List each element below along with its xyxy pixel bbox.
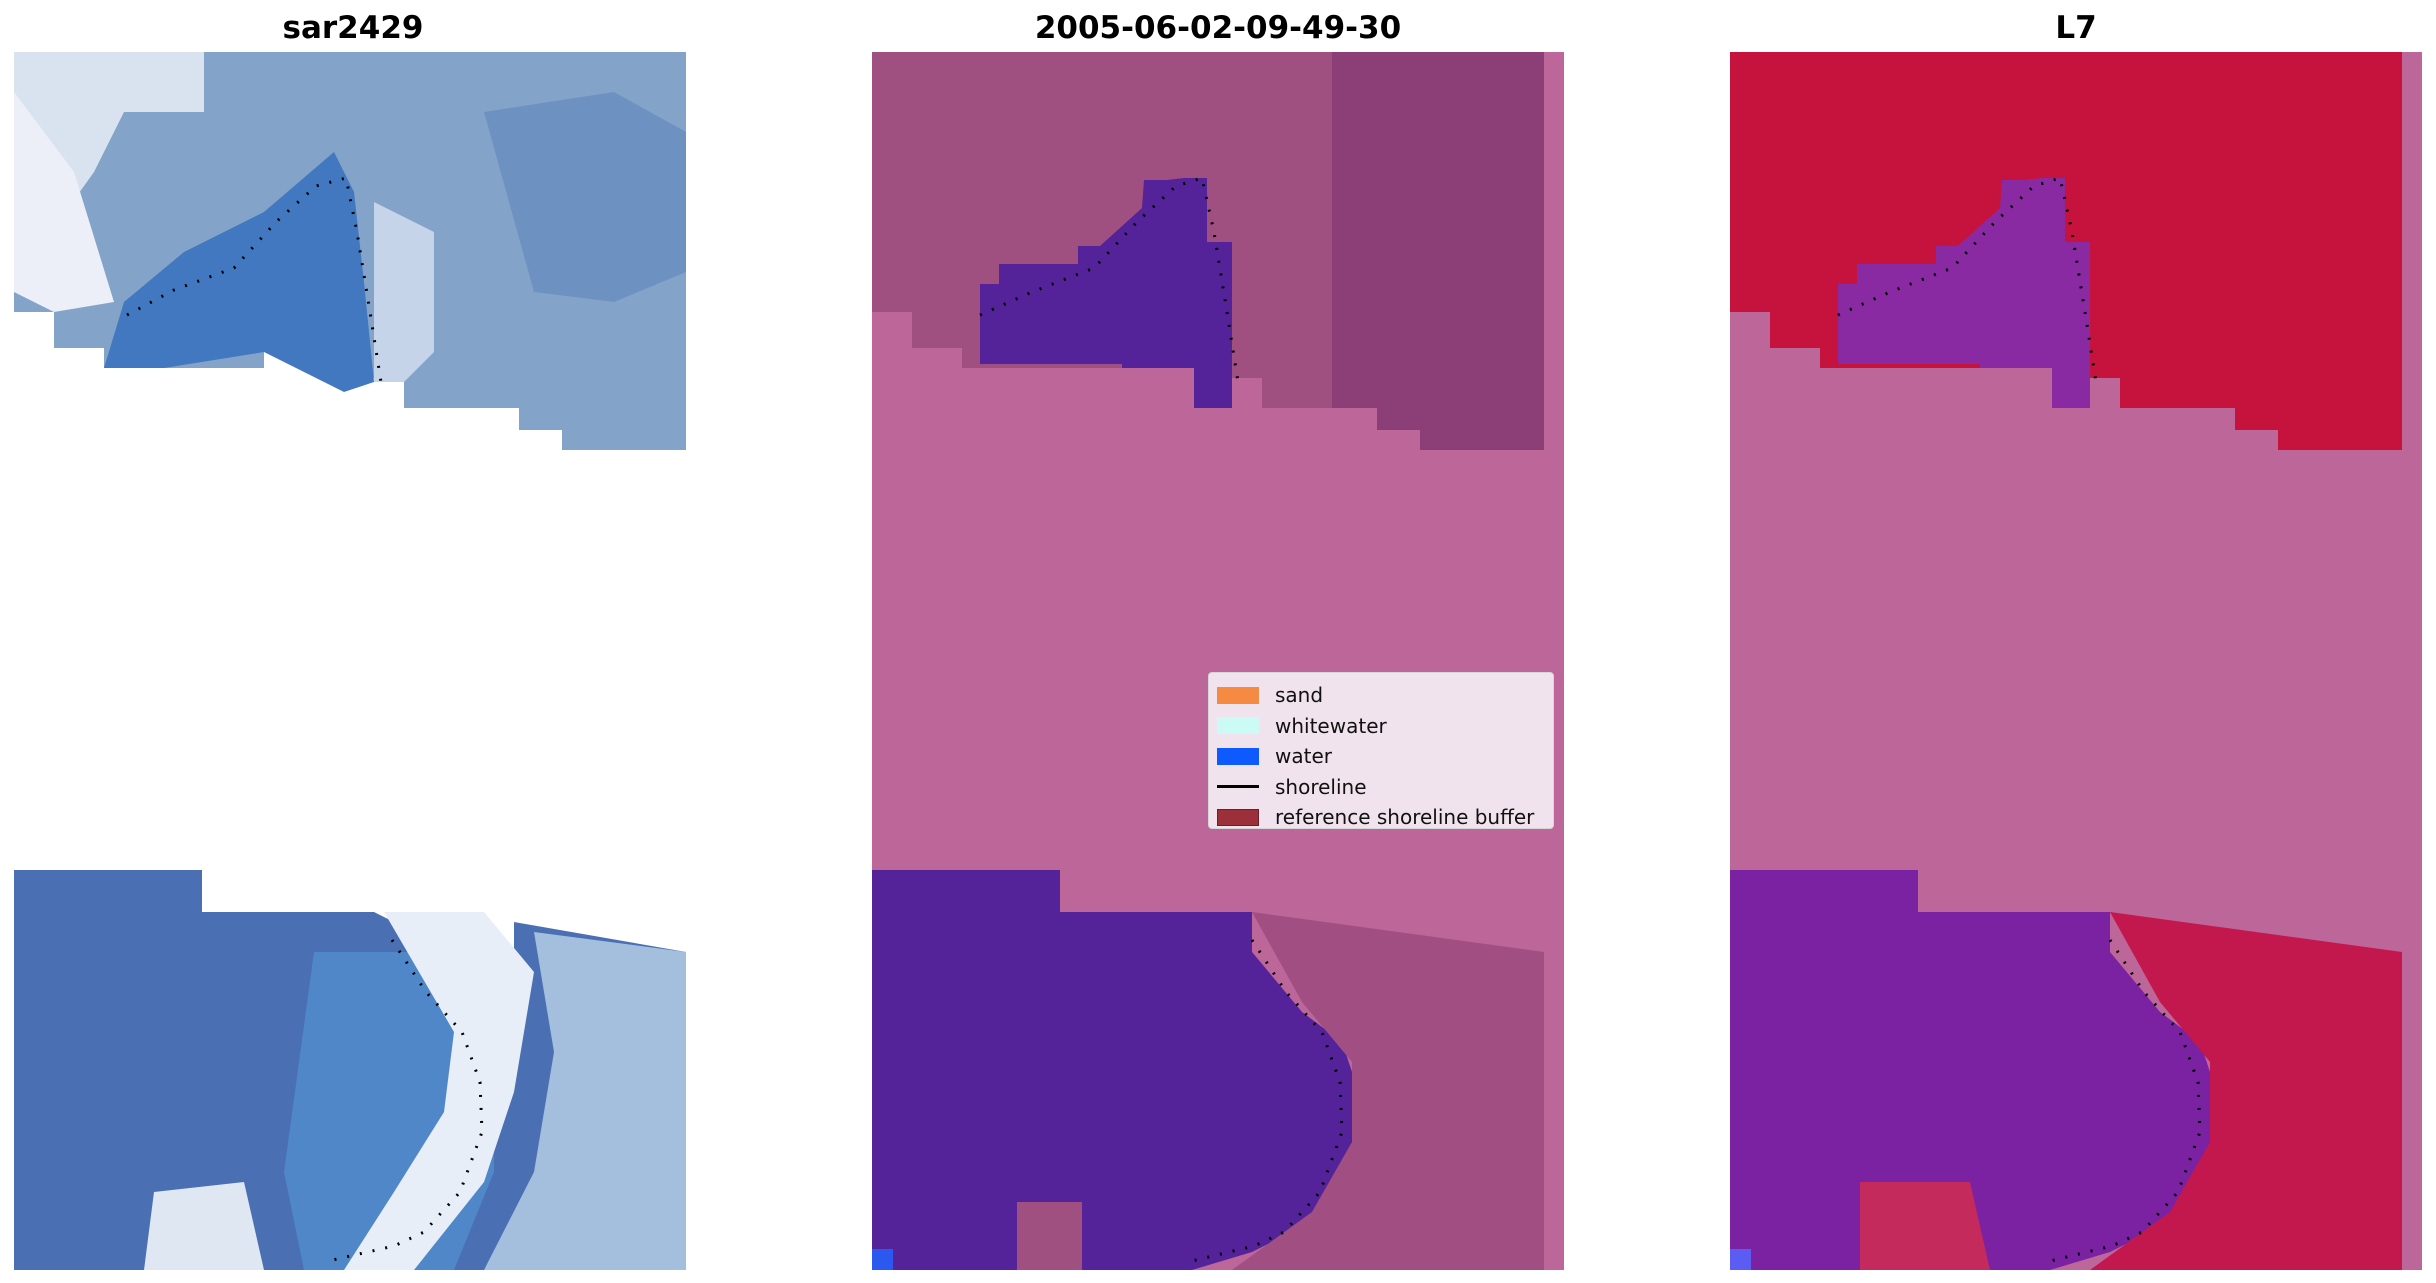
legend-swatch-sand: [1217, 686, 1259, 704]
panel-title-mndwi: L7: [2055, 10, 2097, 46]
legend-item-reference-buffer: reference shoreline buffer: [1217, 802, 1545, 833]
class-shoreline-top: [979, 176, 1240, 383]
class-water-bottom: [872, 870, 1352, 1270]
rgb-water-top: [104, 152, 374, 392]
index-water-top: [1838, 178, 2090, 408]
class-land-patch: [1017, 1202, 1082, 1270]
class-water-top: [980, 178, 1232, 408]
classification-image: [872, 52, 1564, 1270]
index-panel: [1730, 52, 2422, 1270]
legend-item-whitewater: whitewater: [1217, 711, 1545, 742]
rgb-foam-bottom: [344, 912, 534, 1270]
legend-item-water: water: [1217, 741, 1545, 772]
class-land-bottom: [1232, 912, 1544, 1270]
index-water-bottom: [1730, 870, 2210, 1270]
legend-label-reference-buffer: reference shoreline buffer: [1275, 805, 1535, 830]
index-water-pixel: [1730, 1249, 1751, 1270]
rgb-image: [14, 52, 692, 1270]
rgb-foam-patch: [144, 1182, 264, 1270]
legend-label-sand: sand: [1275, 683, 1324, 708]
class-land-dark: [1332, 52, 1544, 450]
rgb-deep-top: [484, 92, 686, 302]
legend-label-water: water: [1275, 744, 1332, 769]
class-water-pixel: [872, 1249, 893, 1270]
rgb-white-foam: [14, 92, 114, 312]
legend-swatch-reference-buffer: [1217, 808, 1259, 826]
rgb-shallow-bottom: [484, 932, 686, 1270]
legend-label-shoreline: shoreline: [1275, 774, 1367, 799]
legend-label-whitewater: whitewater: [1275, 713, 1387, 738]
index-shoreline-top: [1837, 176, 2098, 383]
legend-swatch-water: [1217, 747, 1259, 765]
legend-item-shoreline: shoreline: [1217, 772, 1545, 803]
rgb-foam-top: [374, 202, 434, 382]
index-land-patch: [1860, 1182, 1990, 1270]
legend: sand whitewater water shoreline referenc…: [1208, 672, 1554, 829]
index-image: [1730, 52, 2422, 1270]
classification-panel: [872, 52, 1564, 1270]
index-land-bottom: [2090, 912, 2402, 1270]
panel-title-classification: 2005-06-02-09-49-30: [1034, 10, 1402, 46]
legend-item-sand: sand: [1217, 680, 1545, 711]
rgb-image-panel: [14, 52, 692, 1270]
legend-swatch-whitewater: [1217, 717, 1259, 735]
legend-line-shoreline: [1217, 785, 1259, 789]
panel-title-rgb: sar2429: [282, 10, 424, 46]
